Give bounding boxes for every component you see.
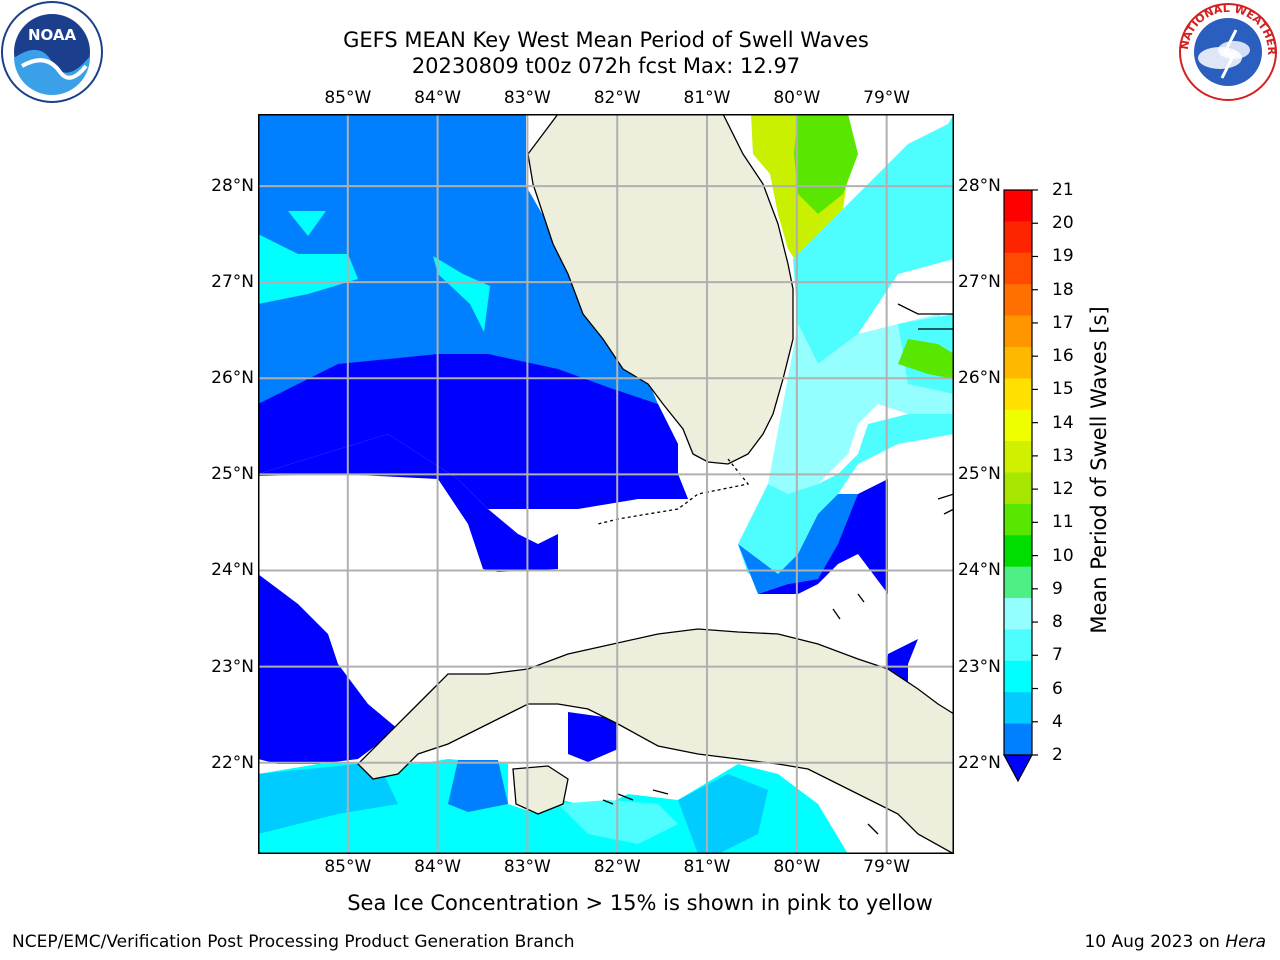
sea-ice-note: Sea Ice Concentration > 15% is shown in … [347, 891, 933, 915]
colorbar-segment [1004, 441, 1032, 473]
colorbar-tick-label: 17 [1052, 312, 1074, 333]
colorbar-tick-label: 11 [1052, 512, 1074, 533]
lon-top-label: 80°W [773, 88, 821, 108]
lon-top-label: 81°W [683, 88, 731, 108]
lon-bot-label: 80°W [773, 857, 821, 877]
lon-bot-label: 85°W [324, 857, 372, 877]
lat-l-label: 23°N [211, 656, 254, 677]
colorbar-tick-label: 10 [1052, 545, 1074, 566]
lon-top-label: 84°W [414, 88, 462, 108]
colorbar-frame [1003, 189, 1033, 756]
footer-host: Hera [1225, 932, 1266, 952]
colorbar-segment [1004, 252, 1032, 285]
colorbar-tick-label: 16 [1052, 346, 1074, 367]
colorbar-tick-label: 19 [1052, 246, 1074, 267]
colorbar-tick-label: 12 [1052, 479, 1074, 500]
noaa-logo: NOAA [1, 1, 103, 103]
lat-l-label: 22°N [211, 752, 254, 773]
lat-r-label: 25°N [958, 464, 1001, 485]
colorbar-segment [1004, 629, 1032, 662]
lat-r-label: 26°N [958, 368, 1001, 389]
colorbar-segment [1004, 378, 1032, 411]
colorbar-tick-label: 20 [1052, 213, 1074, 234]
colorbar-segment [1004, 723, 1032, 756]
lat-r-label: 27°N [958, 272, 1001, 293]
colorbar-tick-label: 2 [1052, 745, 1063, 765]
colorbar-segment [1004, 598, 1032, 630]
lon-bot-label: 84°W [414, 857, 462, 877]
lat-r-label: 28°N [958, 176, 1001, 197]
lon-bot-label: 81°W [683, 857, 731, 877]
chart-title-line2: 20230809 t00z 072h fcst Max: 12.97 [411, 54, 801, 78]
colorbar-segment [1004, 284, 1032, 317]
footer-branch: NCEP/EMC/Verification Post Processing Pr… [12, 932, 575, 952]
colorbar-tick-label: 4 [1052, 711, 1063, 732]
colorbar-segment [1004, 535, 1032, 568]
lat-r-label: 23°N [958, 656, 1001, 677]
graticule [258, 114, 954, 854]
colorbar-tick-label: 6 [1052, 678, 1063, 699]
swell-period-map [258, 114, 954, 854]
lon-top-label: 79°W [863, 88, 911, 108]
colorbar-tick-label: 21 [1052, 180, 1074, 200]
colorbar-segment [1004, 503, 1032, 536]
colorbar-segment [1004, 660, 1032, 693]
map-frame [258, 114, 954, 854]
noaa-logo-text: NOAA [28, 26, 77, 44]
colorbar-segment [1004, 346, 1032, 379]
lon-bot-label: 82°W [593, 857, 641, 877]
lat-l-label: 28°N [211, 176, 254, 197]
colorbar-title: Mean Period of Swell Waves [s] [1087, 306, 1111, 634]
lon-bot-label: 83°W [503, 857, 551, 877]
colorbar-tick-label: 18 [1052, 279, 1074, 300]
lat-r-label: 24°N [958, 560, 1001, 581]
lat-l-label: 25°N [211, 464, 254, 485]
colorbar-tick-label: 14 [1052, 412, 1074, 433]
lat-l-label: 26°N [211, 368, 254, 389]
colorbar-segment [1004, 221, 1032, 254]
lat-l-label: 24°N [211, 560, 254, 581]
colorbar-segment [1004, 692, 1032, 725]
colorbar-tick-label: 13 [1052, 445, 1074, 466]
colorbar-segment [1004, 409, 1032, 442]
colorbar-segment [1004, 566, 1032, 599]
lat-l-label: 27°N [211, 272, 254, 293]
colorbar-segment [1004, 315, 1032, 348]
footer-date-text: 10 Aug 2023 on [1084, 932, 1226, 952]
colorbar-tick-label: 7 [1052, 645, 1063, 666]
lon-top-label: 83°W [503, 88, 551, 108]
colorbar-tick-label: 15 [1052, 379, 1074, 400]
colorbar-segment [1004, 472, 1032, 505]
chart-title-line1: GEFS MEAN Key West Mean Period of Swell … [343, 28, 869, 52]
lon-top-label: 85°W [324, 88, 372, 108]
colorbar-tick-label: 8 [1052, 612, 1063, 633]
nws-logo: NATIONAL WEATHER SERVICE [1176, 0, 1278, 101]
colorbar-segment [1004, 190, 1032, 222]
lon-top-label: 82°W [593, 88, 641, 108]
lon-bot-label: 79°W [863, 857, 911, 877]
lat-r-label: 22°N [958, 752, 1001, 773]
footer-date: 10 Aug 2023 on Hera [1084, 932, 1266, 952]
colorbar [1002, 189, 1038, 783]
colorbar-extend-arrow [1002, 754, 1034, 783]
colorbar-tick-label: 9 [1052, 578, 1063, 599]
